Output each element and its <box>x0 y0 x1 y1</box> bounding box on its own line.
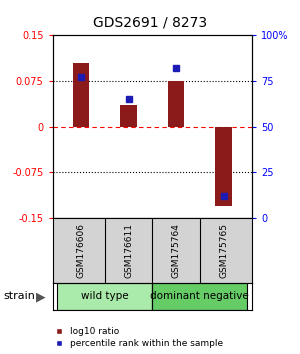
Text: GSM176606: GSM176606 <box>76 223 85 278</box>
Text: wild type: wild type <box>81 291 129 302</box>
Text: GSM175765: GSM175765 <box>219 223 228 278</box>
Text: GDS2691 / 8273: GDS2691 / 8273 <box>93 16 207 30</box>
Bar <box>57 283 152 310</box>
Bar <box>168 81 184 127</box>
Bar <box>152 283 247 310</box>
Bar <box>73 63 89 127</box>
Text: dominant negative: dominant negative <box>150 291 249 302</box>
Text: strain: strain <box>3 291 35 302</box>
Text: GSM175764: GSM175764 <box>172 223 181 278</box>
Legend: log10 ratio, percentile rank within the sample: log10 ratio, percentile rank within the … <box>50 327 224 348</box>
Bar <box>215 127 232 206</box>
Text: ▶: ▶ <box>36 290 45 303</box>
Bar <box>120 105 137 127</box>
Text: GSM176611: GSM176611 <box>124 223 133 278</box>
